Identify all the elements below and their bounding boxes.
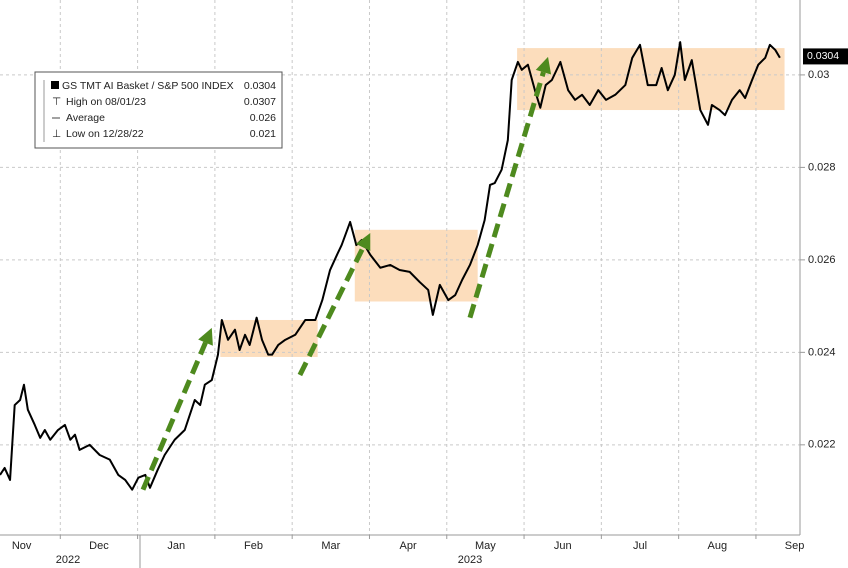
legend-label: GS TMT AI Basket / S&P 500 INDEX	[62, 80, 234, 92]
trend-arrow	[297, 246, 366, 377]
legend-value: 0.0307	[244, 96, 276, 108]
x-tick-label: Dec	[89, 540, 109, 552]
legend-icon: ⊤	[52, 96, 61, 108]
highlight-layer	[220, 48, 785, 357]
legend: GS TMT AI Basket / S&P 500 INDEX 0.0304 …	[34, 71, 283, 149]
year-label: 2023	[458, 554, 482, 566]
x-tick-label: Jun	[554, 540, 572, 552]
legend-label: Average	[66, 112, 105, 124]
y-tick-label: 0.024	[808, 346, 836, 358]
x-tick-label: May	[475, 540, 496, 552]
legend-label: High on 08/01/23	[66, 96, 146, 108]
series-line	[0, 41, 781, 491]
highlight-box	[354, 229, 478, 302]
legend-icon: ⊥	[52, 128, 61, 140]
arrow-head	[355, 233, 371, 251]
x-tick-label: Sep	[785, 540, 805, 552]
arrow-head	[535, 56, 552, 75]
x-tick-label: Feb	[244, 540, 263, 552]
year-label: 2022	[56, 554, 80, 566]
x-tick-label: Aug	[708, 540, 728, 552]
line-layer	[0, 41, 781, 491]
last-value-tag	[803, 48, 848, 65]
legend-value: 0.026	[250, 112, 276, 124]
legend-value: 0.0304	[244, 80, 276, 92]
x-tick-label: Mar	[321, 540, 340, 552]
x-tick-label: Jul	[633, 540, 647, 552]
legend-swatch	[51, 81, 59, 89]
y-tick-label: 0.03	[808, 69, 829, 81]
y-tick-label: 0.028	[808, 161, 836, 173]
axis-layer: 0.022 0.024 0.026 0.028 0.03 Nov Dec Jan Feb Mar A…	[12, 48, 848, 552]
x-tick-label: Apr	[400, 540, 417, 552]
highlight-box	[220, 319, 318, 357]
y-tick-label: 0.026	[808, 254, 836, 266]
y-tick-label: 0.022	[808, 439, 836, 451]
x-tick-label: Nov	[12, 540, 32, 552]
legend-value: 0.021	[250, 128, 276, 140]
grid-layer	[0, 0, 800, 535]
highlight-box	[517, 48, 785, 111]
x-tick-label: Jan	[167, 540, 185, 552]
trend-arrow	[467, 71, 546, 319]
arrow-layer	[140, 56, 552, 491]
last-value-label: 0.0304	[807, 50, 839, 62]
arrow-head	[198, 327, 213, 346]
legend-label: Low on 12/28/22	[66, 128, 144, 140]
trend-arrow	[140, 341, 208, 491]
legend-box	[34, 71, 283, 149]
